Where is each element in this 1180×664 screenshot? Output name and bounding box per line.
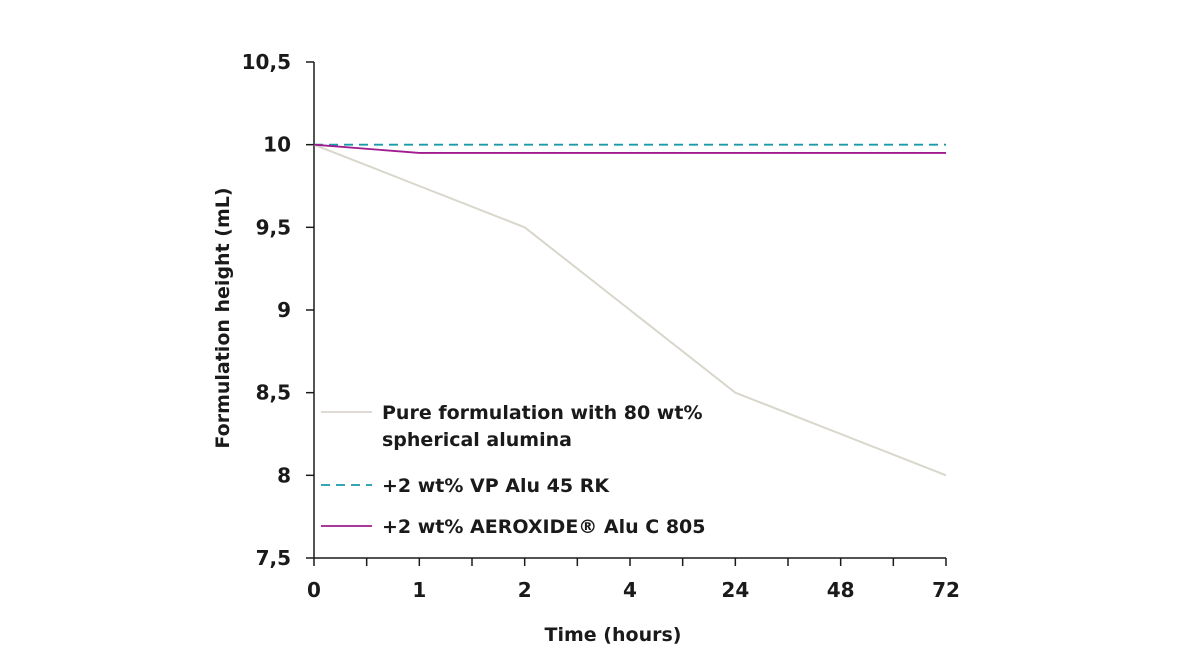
legend-label: +2 wt% VP Alu 45 RK: [382, 475, 610, 497]
x-tick-label: 4: [623, 578, 637, 602]
x-tick-label: 24: [721, 578, 749, 602]
legend-label: +2 wt% AEROXIDE® Alu C 805: [382, 516, 706, 538]
series-lines: [313, 143, 947, 477]
y-tick-label: 9: [277, 298, 291, 322]
x-ticks: 0 1 2 4 24 48 72: [307, 558, 960, 602]
legend-label: spherical alumina: [382, 429, 572, 451]
y-tick-label: 10: [263, 133, 291, 157]
x-tick-label: 48: [827, 578, 855, 602]
y-tick-label: 9,5: [256, 215, 291, 239]
x-tick-label: 0: [307, 578, 321, 602]
x-tick-label: 2: [518, 578, 532, 602]
y-ticks: 7,5 8 8,5 9 9,5 10 10,5: [242, 50, 314, 570]
y-tick-label: 7,5: [256, 546, 291, 570]
series-line-3: [313, 143, 946, 154]
y-axis-title: Formulation height (mL): [212, 187, 234, 448]
y-tick-label: 8: [277, 463, 291, 487]
x-axis-title: Time (hours): [545, 624, 682, 646]
y-tick-label: 8,5: [256, 381, 291, 405]
y-tick-label: 10,5: [242, 50, 291, 74]
legend: Pure formulation with 80 wt% spherical al…: [321, 402, 706, 538]
x-tick-label: 1: [412, 578, 426, 602]
series-line-1: [313, 143, 947, 477]
x-tick-label: 72: [932, 578, 960, 602]
legend-label: Pure formulation with 80 wt%: [382, 402, 702, 424]
